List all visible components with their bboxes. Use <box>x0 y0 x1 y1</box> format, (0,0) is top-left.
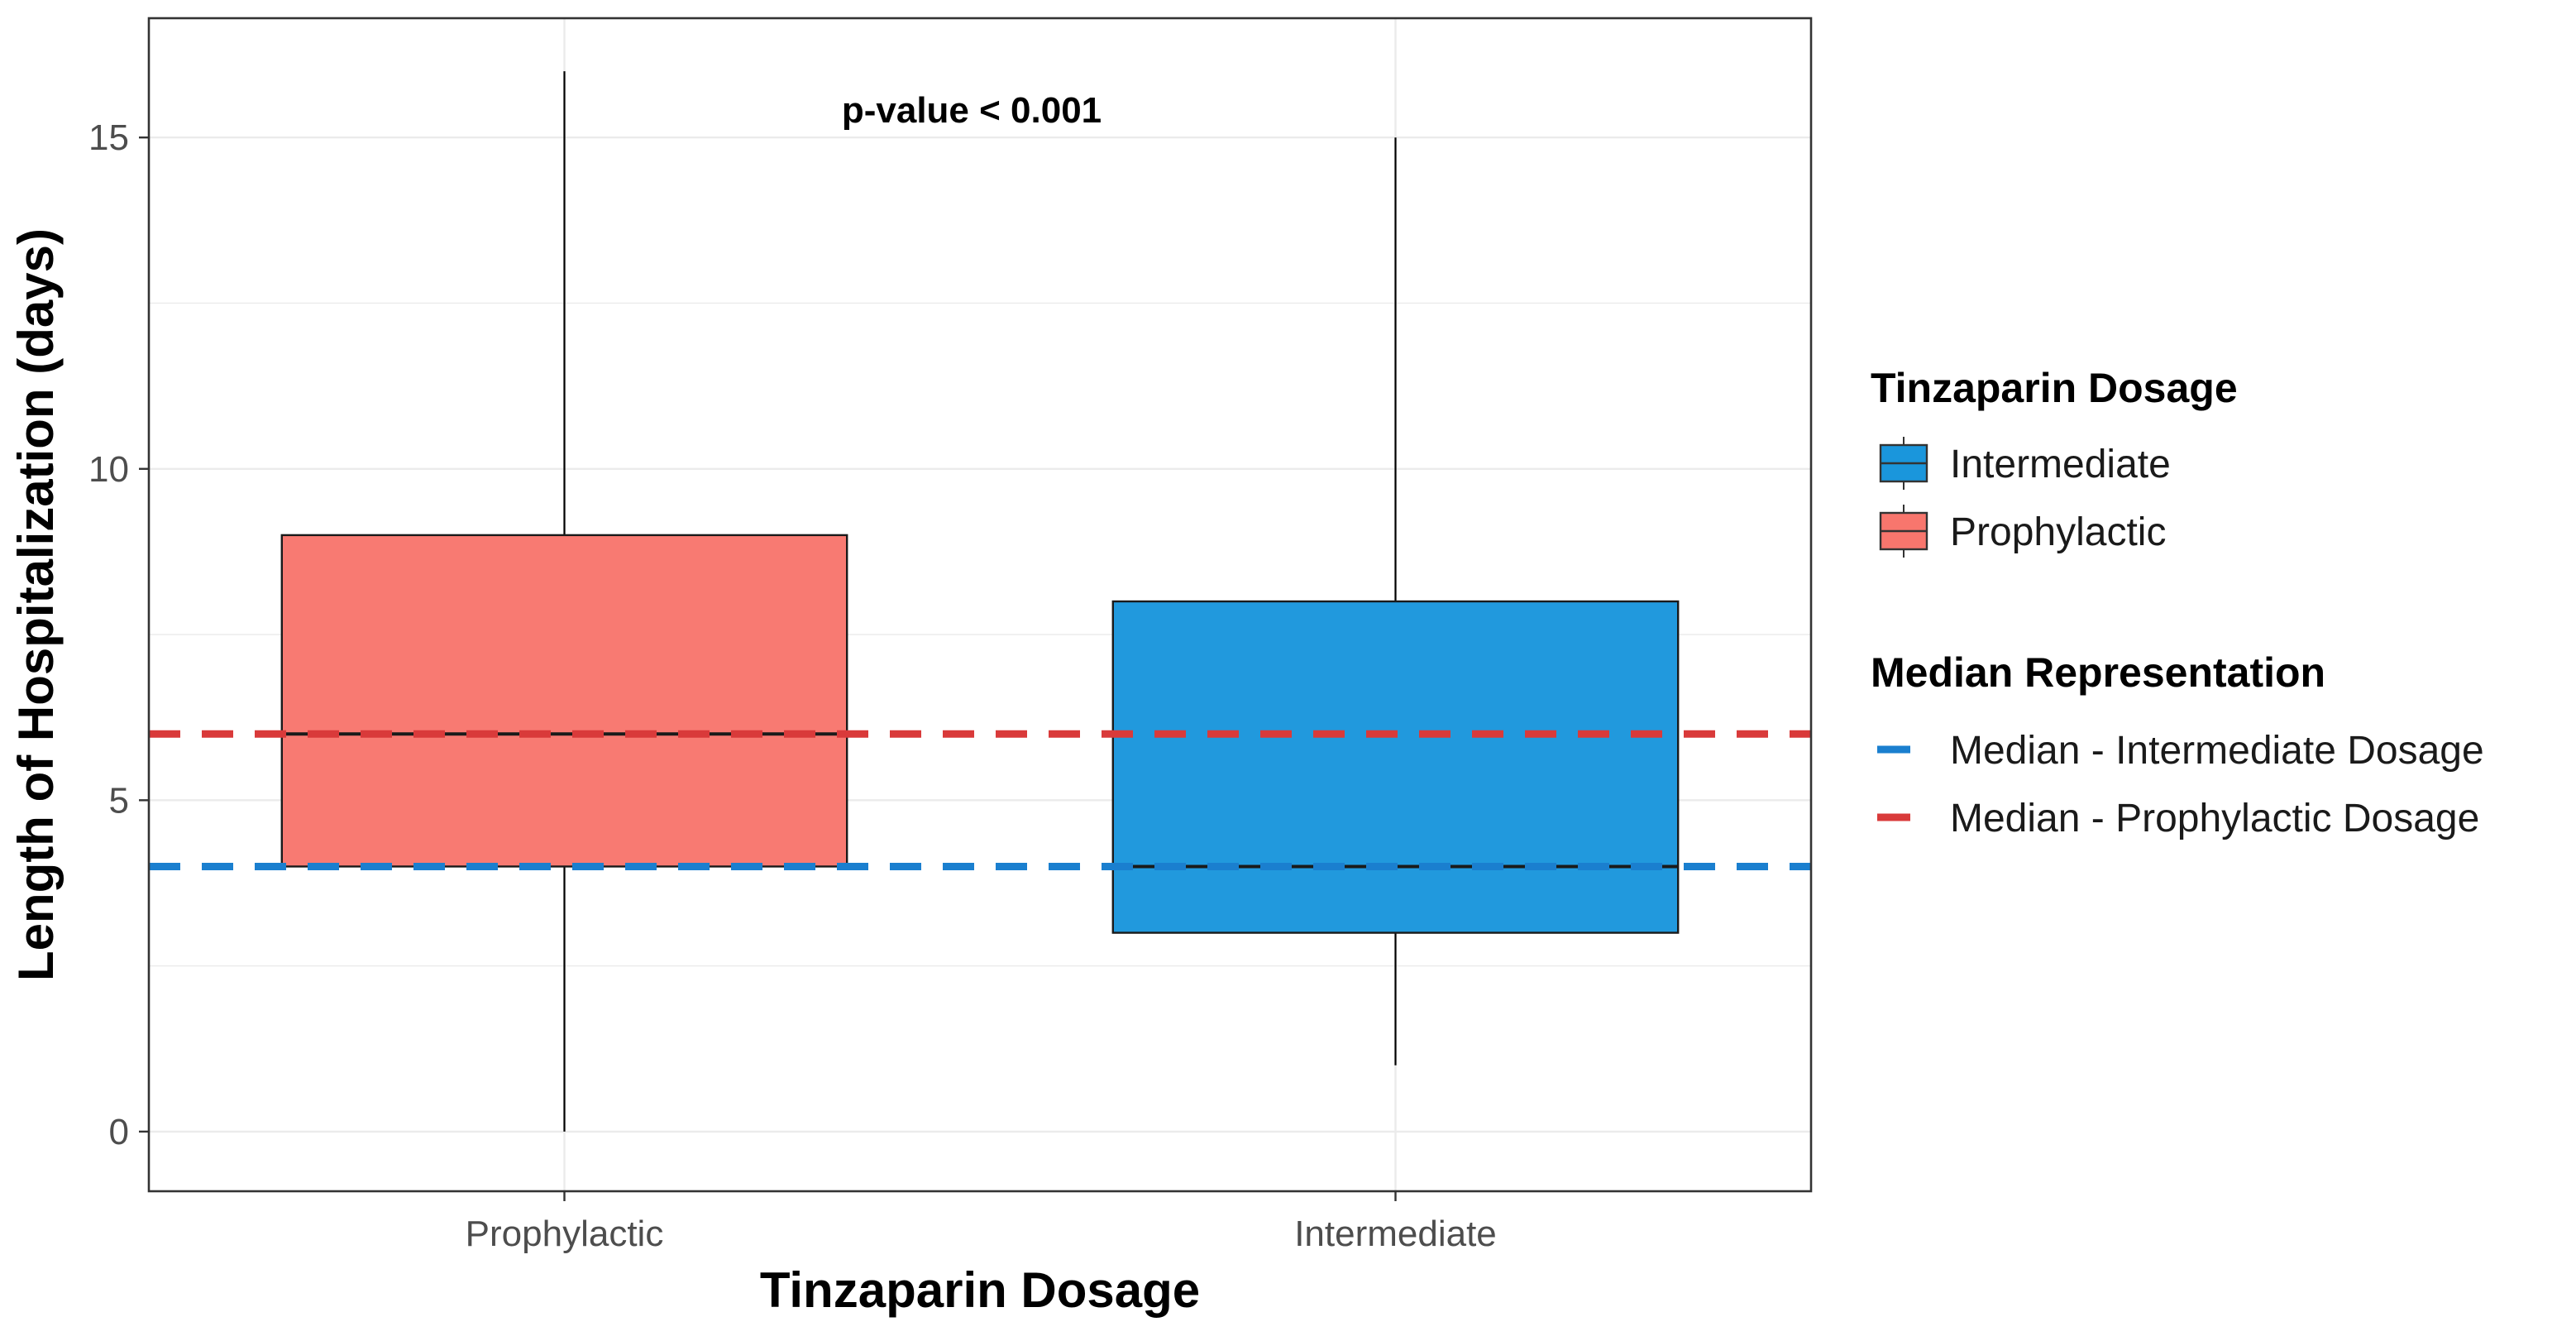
y-tick-label: 5 <box>109 780 129 821</box>
panel-border <box>147 17 1813 1193</box>
legend-title-dosage: Tinzaparin Dosage <box>1871 365 2238 411</box>
y-tick-label: 0 <box>109 1112 129 1152</box>
x-tick-label: Intermediate <box>1294 1214 1497 1254</box>
legend-label: Median - Intermediate Dosage <box>1950 729 2484 773</box>
legend-label: Prophylactic <box>1950 510 2166 554</box>
legend-title-median: Median Representation <box>1871 649 2325 696</box>
legend-label: Median - Prophylactic Dosage <box>1950 797 2479 840</box>
x-tick-label: Prophylactic <box>466 1214 664 1254</box>
y-tick-label: 15 <box>88 117 129 158</box>
x-axis-title: Tinzaparin Dosage <box>760 1262 1200 1318</box>
box-prophylactic <box>280 534 848 868</box>
y-tick-label: 10 <box>88 449 129 490</box>
box-intermediate <box>1111 600 1680 934</box>
y-axis-title: Length of Hospitalization (days) <box>8 228 64 981</box>
legend-label: Intermediate <box>1950 443 2171 486</box>
p-value-annotation: p-value < 0.001 <box>842 90 1102 131</box>
